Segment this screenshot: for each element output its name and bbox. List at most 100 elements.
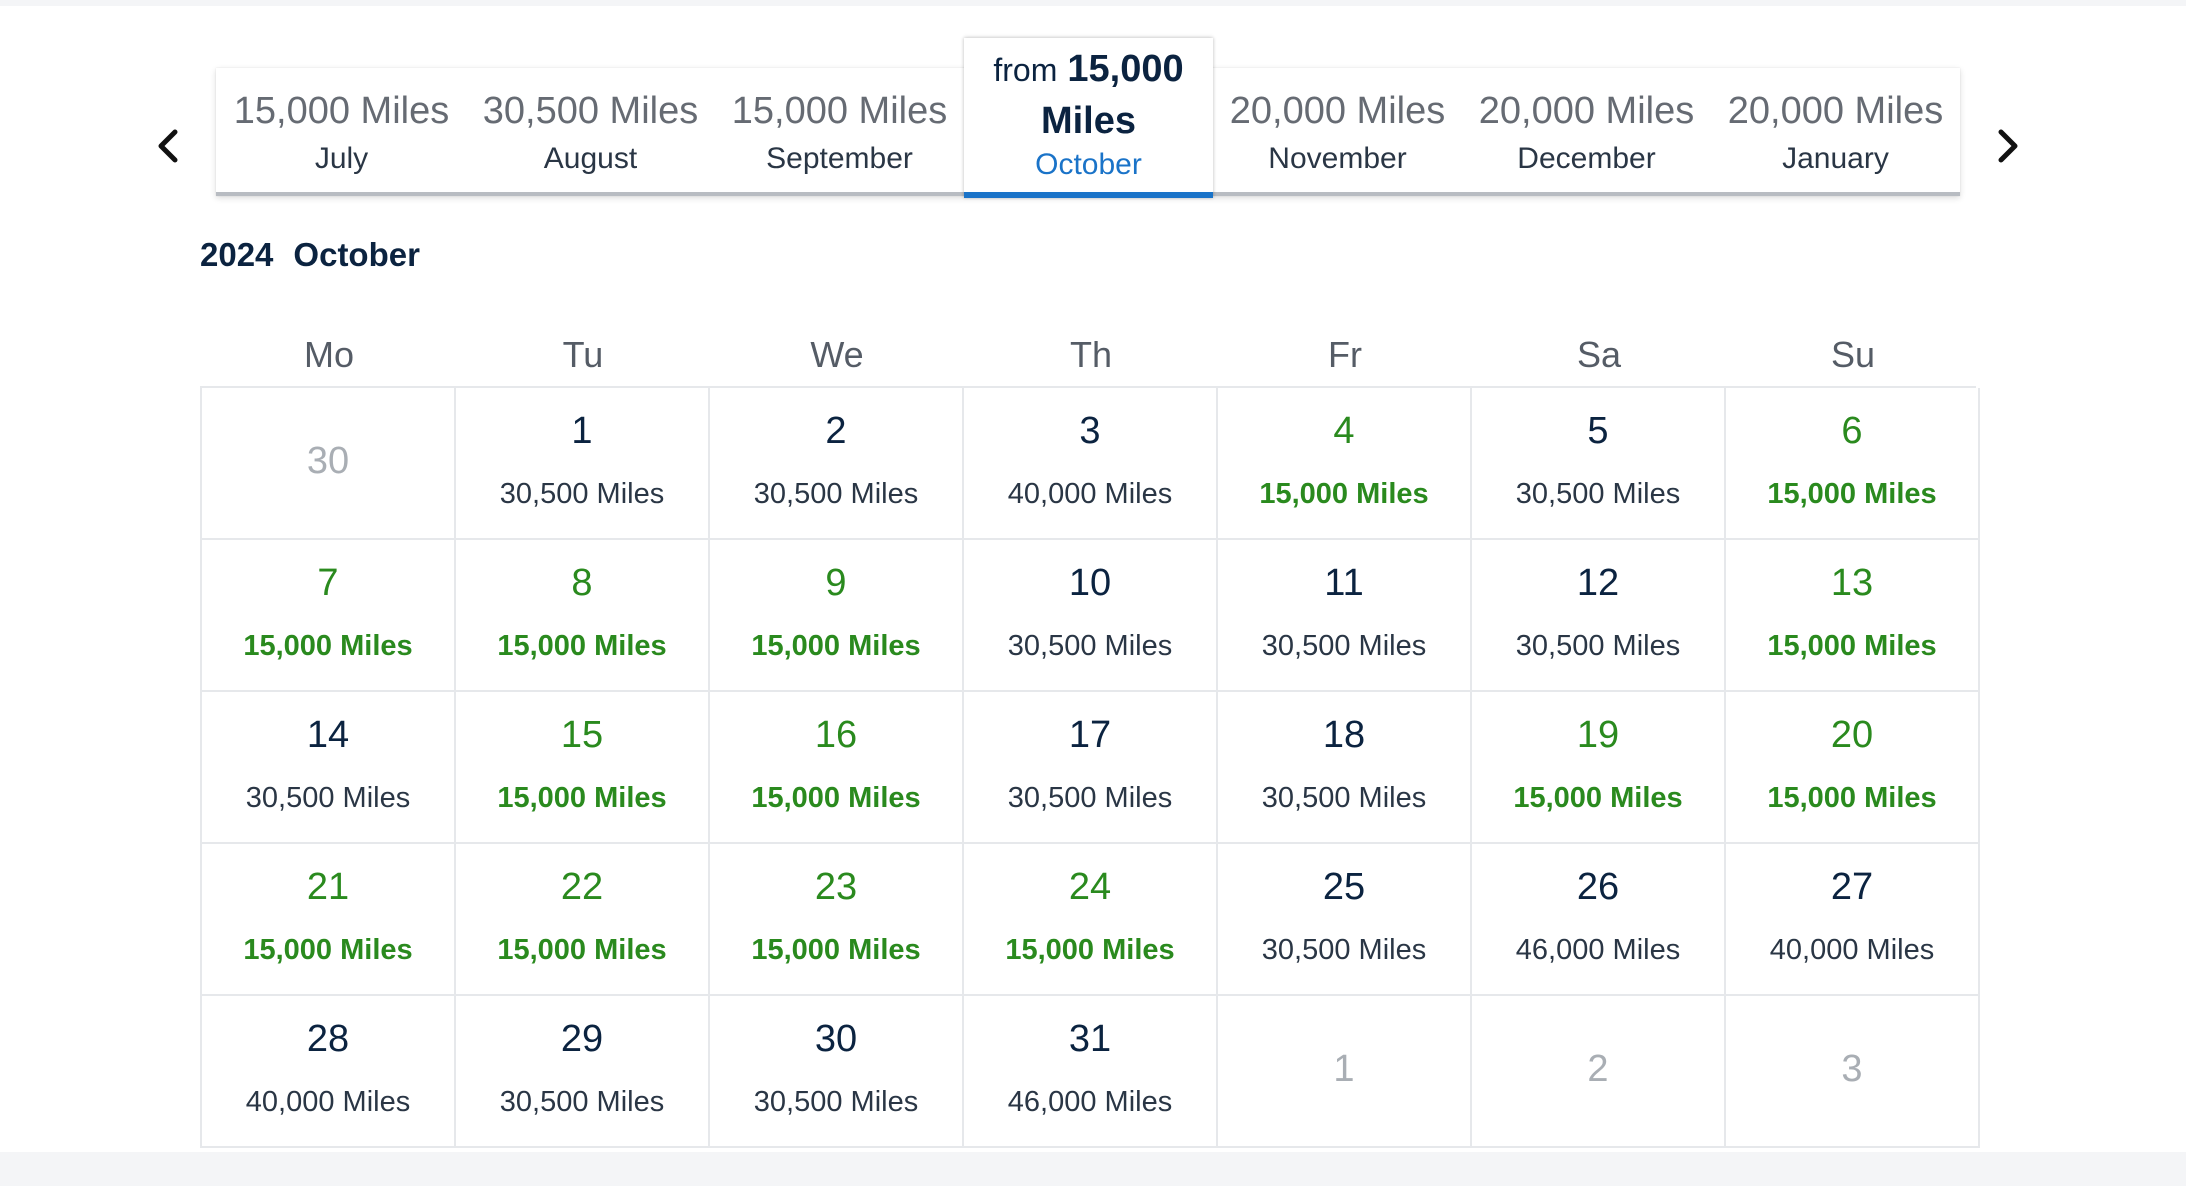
- day-number: 14: [306, 714, 350, 756]
- calendar-day-cell[interactable]: 31 46,000 Miles: [964, 996, 1218, 1148]
- day-number: 2: [1587, 1048, 1609, 1090]
- calendar-day-cell[interactable]: 1 30,500 Miles: [456, 388, 710, 540]
- calendar-day-cell[interactable]: 10 30,500 Miles: [964, 540, 1218, 692]
- tab-miles-amount: 15,000: [1067, 48, 1184, 90]
- day-miles-price: 15,000 Miles: [1767, 782, 1937, 814]
- calendar-day-cell[interactable]: 7 15,000 Miles: [202, 540, 456, 692]
- tab-month-label: October: [1035, 148, 1142, 181]
- day-miles-price: 40,000 Miles: [1769, 934, 1935, 966]
- tab-miles: 15,000 Miles: [731, 90, 948, 132]
- calendar-day-cell[interactable]: 19 15,000 Miles: [1472, 692, 1726, 844]
- month-tab-january[interactable]: 20,000 Miles January: [1711, 68, 1960, 192]
- day-number: 25: [1322, 866, 1366, 908]
- tab-from-label: from: [993, 52, 1058, 88]
- calendar-day-cell[interactable]: 2 30,500 Miles: [710, 388, 964, 540]
- calendar-day-cell[interactable]: 8 15,000 Miles: [456, 540, 710, 692]
- calendar-day-cell[interactable]: 23 15,000 Miles: [710, 844, 964, 996]
- calendar-day-cell[interactable]: 24 15,000 Miles: [964, 844, 1218, 996]
- chevron-left-icon: [158, 129, 178, 163]
- day-miles-price: 30,500 Miles: [1515, 630, 1681, 662]
- month-tab-september[interactable]: 15,000 Miles September: [715, 68, 964, 192]
- day-miles-price: 40,000 Miles: [245, 1086, 411, 1118]
- calendar-day-cell[interactable]: 17 30,500 Miles: [964, 692, 1218, 844]
- calendar-day-cell[interactable]: 11 30,500 Miles: [1218, 540, 1472, 692]
- day-number: 22: [560, 866, 604, 908]
- calendar-day-cell[interactable]: 18 30,500 Miles: [1218, 692, 1472, 844]
- previous-month-button[interactable]: [140, 118, 196, 174]
- month-tab-october[interactable]: from 15,000 Miles October: [964, 38, 1213, 198]
- day-number: 6: [1841, 410, 1863, 452]
- month-tab-august[interactable]: 30,500 Miles August: [466, 68, 715, 192]
- calendar-day-cell[interactable]: 12 30,500 Miles: [1472, 540, 1726, 692]
- day-number: 30: [814, 1018, 858, 1060]
- tab-miles: 20,000 Miles: [1478, 90, 1695, 132]
- day-miles-price: 15,000 Miles: [751, 934, 921, 966]
- tab-miles: 20,000 Miles: [1727, 90, 1944, 132]
- calendar-day-cell[interactable]: 4 15,000 Miles: [1218, 388, 1472, 540]
- day-miles-price: 30,500 Miles: [753, 1086, 919, 1118]
- weekday-label: Mo: [303, 334, 354, 375]
- day-number: 8: [571, 562, 593, 604]
- day-number: 13: [1830, 562, 1874, 604]
- day-number: 26: [1576, 866, 1620, 908]
- day-number: 28: [306, 1018, 350, 1060]
- calendar-day-cell[interactable]: 21 15,000 Miles: [202, 844, 456, 996]
- calendar-day-cell[interactable]: 15 15,000 Miles: [456, 692, 710, 844]
- calendar-day-cell[interactable]: 30 30,500 Miles: [710, 996, 964, 1148]
- day-number: 23: [814, 866, 858, 908]
- day-number: 19: [1576, 714, 1620, 756]
- calendar-day-cell[interactable]: 3 40,000 Miles: [964, 388, 1218, 540]
- calendar-day-cell[interactable]: 26 46,000 Miles: [1472, 844, 1726, 996]
- day-number: 3: [1841, 1048, 1863, 1090]
- calendar-day-cell[interactable]: 9 15,000 Miles: [710, 540, 964, 692]
- month-tab-november[interactable]: 20,000 Miles November: [1213, 68, 1462, 192]
- calendar-day-cell[interactable]: 29 30,500 Miles: [456, 996, 710, 1148]
- day-miles-price: 30,500 Miles: [1515, 478, 1681, 510]
- day-number: 1: [1333, 1048, 1355, 1090]
- weekday-label: We: [810, 334, 864, 375]
- day-number: 15: [560, 714, 604, 756]
- day-miles-price: 15,000 Miles: [497, 934, 667, 966]
- day-number: 3: [1079, 410, 1101, 452]
- day-number: 17: [1068, 714, 1112, 756]
- weekday-label: Fr: [1328, 334, 1362, 375]
- day-number: 16: [814, 714, 858, 756]
- tab-month-label: November: [1268, 142, 1407, 175]
- calendar-day-cell[interactable]: 28 40,000 Miles: [202, 996, 456, 1148]
- day-miles-price: 30,500 Miles: [1007, 782, 1173, 814]
- tab-miles-unit: Miles: [1040, 100, 1137, 142]
- calendar-day-cell[interactable]: 14 30,500 Miles: [202, 692, 456, 844]
- day-number: 18: [1322, 714, 1366, 756]
- top-divider: [0, 0, 2186, 6]
- day-miles-price: 46,000 Miles: [1007, 1086, 1173, 1118]
- day-miles-price: 15,000 Miles: [751, 782, 921, 814]
- calendar-day-cell[interactable]: 20 15,000 Miles: [1726, 692, 1980, 844]
- weekday-header: Mo Tu We Th Fr Sa Su: [200, 334, 1976, 384]
- day-number: 1: [571, 410, 593, 452]
- tab-month-label: January: [1782, 142, 1889, 175]
- day-number: 9: [825, 562, 847, 604]
- day-miles-price: 30,500 Miles: [753, 478, 919, 510]
- calendar-day-cell[interactable]: 6 15,000 Miles: [1726, 388, 1980, 540]
- tab-miles: 30,500 Miles: [482, 90, 699, 132]
- calendar-day-cell[interactable]: 27 40,000 Miles: [1726, 844, 1980, 996]
- month-tab-july[interactable]: 15,000 Miles July: [217, 68, 466, 192]
- calendar-day-outside: 3: [1726, 996, 1980, 1148]
- day-miles-price: 30,500 Miles: [499, 478, 665, 510]
- next-month-button[interactable]: [1980, 118, 2036, 174]
- calendar-day-cell[interactable]: 25 30,500 Miles: [1218, 844, 1472, 996]
- day-miles-price: 15,000 Miles: [1513, 782, 1683, 814]
- calendar-day-cell[interactable]: 22 15,000 Miles: [456, 844, 710, 996]
- tab-month-label: August: [543, 142, 638, 175]
- calendar-day-cell[interactable]: 5 30,500 Miles: [1472, 388, 1726, 540]
- day-miles-price: 30,500 Miles: [1261, 934, 1427, 966]
- day-miles-price: 15,000 Miles: [497, 630, 667, 662]
- weekday-label: Tu: [562, 334, 604, 375]
- day-miles-price: 46,000 Miles: [1515, 934, 1681, 966]
- month-tab-december[interactable]: 20,000 Miles December: [1462, 68, 1711, 192]
- day-number: 24: [1068, 866, 1112, 908]
- calendar-day-cell[interactable]: 16 15,000 Miles: [710, 692, 964, 844]
- calendar-day-cell[interactable]: 13 15,000 Miles: [1726, 540, 1980, 692]
- day-number: 7: [317, 562, 339, 604]
- day-miles-price: 15,000 Miles: [243, 934, 413, 966]
